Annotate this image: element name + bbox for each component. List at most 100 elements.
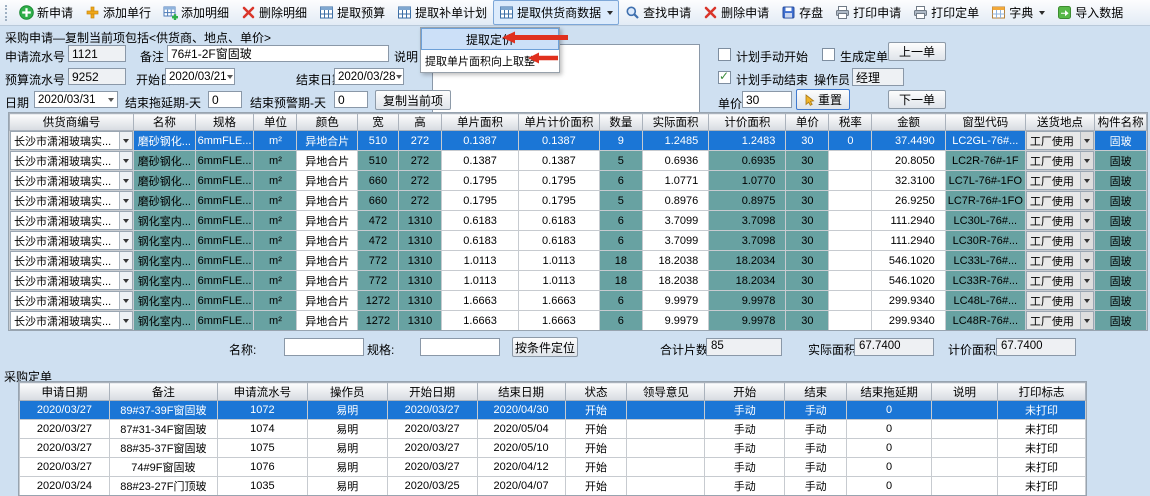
chevron-down-icon[interactable] [607, 10, 614, 15]
column-header-piece-priced-area[interactable]: 单片计价面积 [517, 113, 600, 131]
print-order-button[interactable]: 打印定单 [907, 0, 985, 25]
operator-field[interactable] [852, 68, 904, 86]
chevron-down-icon[interactable] [395, 74, 402, 79]
column-header-leader-opinion[interactable]: 领导意见 [626, 382, 706, 401]
table-row[interactable]: 长沙市潇湘玻璃实... 磨砂钢化... 6mmFLE... m² 异地合片 510 272 0… [9, 130, 1147, 151]
column-header-start[interactable]: 开始 [704, 382, 786, 401]
plan-manual-end-checkbox[interactable] [718, 69, 731, 84]
copy-current-button[interactable]: 复制当前项 [375, 90, 451, 110]
print-request-button[interactable]: 打印申请 [829, 0, 907, 25]
new-request-button[interactable]: 新申请 [13, 0, 79, 25]
dictionary-button[interactable]: 字典 [985, 0, 1051, 25]
table-row[interactable]: 长沙市潇湘玻璃实... 钢化室内... 6mmFLE... m² 异地合片 1272 131… [9, 310, 1147, 330]
column-header-color[interactable]: 颜色 [296, 113, 359, 131]
date-picker[interactable]: 2020/03/31 [34, 91, 118, 108]
filter-name-input[interactable] [284, 338, 364, 356]
extract-supplement-plan-button[interactable]: 提取补单计划 [391, 0, 493, 25]
column-header-width[interactable]: 宽 [357, 113, 399, 131]
table-row[interactable]: 长沙市潇湘玻璃实... 磨砂钢化... 6mmFLE... m² 异地合片 660 272 0… [9, 190, 1147, 211]
menu-item-extract-pricing[interactable]: 提取定价 [421, 28, 559, 50]
cell-delivery-place[interactable]: 工厂使用 [1024, 150, 1096, 171]
cell-supplier-code[interactable]: 长沙市潇湘玻璃实... [9, 130, 135, 151]
request-no-field[interactable] [68, 45, 126, 62]
chevron-down-icon[interactable] [119, 152, 133, 169]
table-row[interactable]: 长沙市潇湘玻璃实... 磨砂钢化... 6mmFLE... m² 异地合片 660 272 0… [9, 170, 1147, 191]
remark-field[interactable] [167, 45, 389, 62]
chevron-down-icon[interactable] [1080, 252, 1094, 269]
table-row[interactable]: 长沙市潇湘玻璃实... 钢化室内... 6mmFLE... m² 异地合片 772 1310… [9, 270, 1147, 291]
plan-manual-start-checkbox[interactable] [718, 48, 731, 61]
chevron-down-icon[interactable] [1039, 10, 1046, 15]
column-header-spec[interactable]: 规格 [194, 113, 255, 131]
start-date-picker[interactable]: 2020/03/21 [165, 68, 235, 85]
import-data-button[interactable]: 导入数据 [1051, 0, 1129, 25]
chevron-down-icon[interactable] [1080, 232, 1094, 249]
cell-delivery-place[interactable]: 工厂使用 [1024, 290, 1096, 311]
chevron-down-icon[interactable] [119, 252, 133, 269]
chevron-down-icon[interactable] [108, 97, 114, 102]
filter-spec-input[interactable] [420, 338, 500, 356]
cell-supplier-code[interactable]: 长沙市潇湘玻璃实... [9, 230, 135, 251]
table-row[interactable]: 长沙市潇湘玻璃实... 钢化室内... 6mmFLE... m² 异地合片 472 1310… [9, 210, 1147, 231]
next-order-button[interactable]: 下一单 [888, 90, 946, 109]
table-row[interactable]: 2020/03/27 74#9F窗固玻 1076 易明 2020/03/27 2020/0… [19, 457, 1086, 477]
unit-price-field[interactable] [742, 91, 792, 108]
chevron-down-icon[interactable] [119, 312, 133, 329]
column-header-serial-no[interactable]: 申请流水号 [216, 382, 308, 401]
locate-by-condition-button[interactable]: 按条件定位 [512, 337, 578, 357]
column-header-remark[interactable]: 备注 [108, 382, 218, 401]
table-row[interactable]: 2020/03/27 89#37-39F窗固玻 1072 易明 2020/03/27 20… [19, 400, 1086, 420]
column-header-supplier-code[interactable]: 供货商编号 [9, 113, 135, 131]
chevron-down-icon[interactable] [1080, 312, 1094, 329]
column-header-delivery-place[interactable]: 送货地点 [1024, 113, 1096, 131]
save-button[interactable]: 存盘 [775, 0, 829, 25]
cell-supplier-code[interactable]: 长沙市潇湘玻璃实... [9, 310, 135, 330]
cell-supplier-code[interactable]: 长沙市潇湘玻璃实... [9, 190, 135, 211]
add-row-button[interactable]: 添加单行 [79, 0, 157, 25]
cell-supplier-code[interactable]: 长沙市潇湘玻璃实... [9, 170, 135, 191]
chevron-down-icon[interactable] [119, 292, 133, 309]
delete-request-button[interactable]: 删除申请 [697, 0, 775, 25]
column-header-name[interactable]: 名称 [133, 113, 196, 131]
delete-detail-button[interactable]: 删除明细 [235, 0, 313, 25]
table-row[interactable]: 长沙市潇湘玻璃实... 钢化室内... 6mmFLE... m² 异地合片 472 1310… [9, 230, 1147, 251]
end-date-picker[interactable]: 2020/03/28 [334, 68, 404, 85]
column-header-component-name[interactable]: 构件名称 [1094, 113, 1147, 131]
column-header-end[interactable]: 结束 [784, 382, 848, 401]
add-detail-button[interactable]: 添加明细 [157, 0, 235, 25]
chevron-down-icon[interactable] [119, 192, 133, 209]
cell-delivery-place[interactable]: 工厂使用 [1024, 270, 1096, 291]
column-header-apply-date[interactable]: 申请日期 [19, 382, 110, 401]
column-header-note[interactable]: 说明 [931, 382, 998, 401]
menu-item-extract-piece-area-roundup[interactable]: 提取单片面积向上取整 [425, 56, 535, 68]
column-header-unit-price[interactable]: 单价 [785, 113, 830, 131]
cell-delivery-place[interactable]: 工厂使用 [1024, 230, 1096, 251]
column-header-status[interactable]: 状态 [564, 382, 628, 401]
column-header-priced-area[interactable]: 计价面积 [708, 113, 787, 131]
extract-budget-button[interactable]: 提取预算 [313, 0, 391, 25]
cell-delivery-place[interactable]: 工厂使用 [1024, 190, 1096, 211]
search-request-button[interactable]: 查找申请 [619, 0, 697, 25]
column-header-tax-rate[interactable]: 税率 [828, 113, 873, 131]
table-row[interactable]: 长沙市潇湘玻璃实... 磨砂钢化... 6mmFLE... m² 异地合片 510 272 0… [9, 150, 1147, 171]
chevron-down-icon[interactable] [1080, 272, 1094, 289]
chevron-down-icon[interactable] [1080, 212, 1094, 229]
cell-supplier-code[interactable]: 长沙市潇湘玻璃实... [9, 150, 135, 171]
column-header-amount[interactable]: 金额 [871, 113, 946, 131]
table-row[interactable]: 长沙市潇湘玻璃实... 钢化室内... 6mmFLE... m² 异地合片 772 1310… [9, 250, 1147, 271]
column-header-unit[interactable]: 单位 [253, 113, 298, 131]
column-header-piece-area[interactable]: 单片面积 [441, 113, 519, 131]
table-row[interactable]: 2020/03/24 88#23-27F门顶玻 1035 易明 2020/03/25 20… [19, 476, 1086, 495]
extract-supplier-data-button[interactable]: 提取供货商数据 [493, 0, 620, 25]
cell-delivery-place[interactable]: 工厂使用 [1024, 210, 1096, 231]
column-header-start-date[interactable]: 开始日期 [386, 382, 478, 401]
cell-supplier-code[interactable]: 长沙市潇湘玻璃实... [9, 270, 135, 291]
toolbar-grip[interactable] [5, 4, 8, 21]
chevron-down-icon[interactable] [119, 232, 133, 249]
cell-supplier-code[interactable]: 长沙市潇湘玻璃实... [9, 210, 135, 231]
chevron-down-icon[interactable] [1080, 192, 1094, 209]
chevron-down-icon[interactable] [1080, 152, 1094, 169]
table-row[interactable]: 2020/03/27 88#35-37F窗固玻 1075 易明 2020/03/27 20… [19, 438, 1086, 458]
end-delay-field[interactable] [208, 91, 242, 108]
cell-delivery-place[interactable]: 工厂使用 [1024, 250, 1096, 271]
